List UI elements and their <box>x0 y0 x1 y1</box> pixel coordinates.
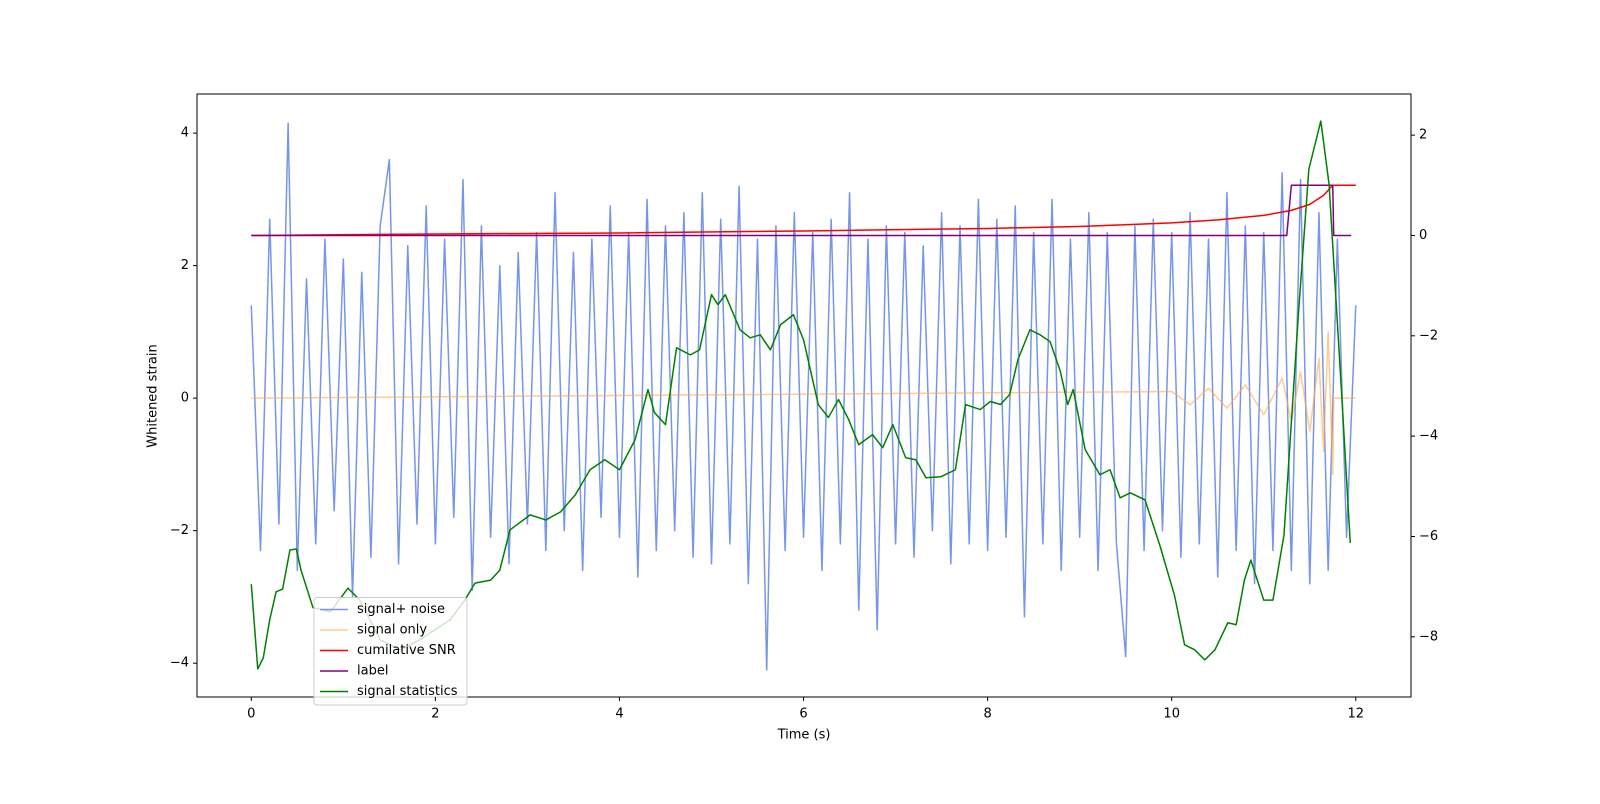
y-tick-label: −2 <box>170 523 189 538</box>
y2-tick-label: 2 <box>1419 128 1427 143</box>
y2-tick-label: −6 <box>1419 529 1438 544</box>
legend: signal+ noise signal only cumilative SNR la… <box>313 597 468 706</box>
x-tick-label: 10 <box>1163 707 1180 722</box>
y-axis-label: Whitened strain <box>146 344 161 447</box>
x-axis-label: Time (s) <box>777 728 831 743</box>
y-tick-label: −4 <box>170 656 189 671</box>
series-line <box>250 122 1357 671</box>
legend-box <box>313 597 468 706</box>
legend-label: signal statistics <box>357 684 458 699</box>
x-tick-label: 6 <box>799 707 807 722</box>
y-tick-label: 4 <box>181 126 189 141</box>
series-line <box>251 184 1356 237</box>
y2-tick-label: −8 <box>1419 629 1438 644</box>
y-tick-label: 0 <box>181 391 189 406</box>
x-tick-label: 12 <box>1348 707 1365 722</box>
plot-area <box>250 120 1357 671</box>
x-tick-label: 4 <box>615 707 623 722</box>
x-tick-label: 2 <box>431 707 439 722</box>
legend-label: signal only <box>357 623 427 638</box>
legend-label: signal+ noise <box>357 602 445 617</box>
legend-label: cumilative SNR <box>357 643 456 658</box>
y2-tick-label: 0 <box>1419 228 1427 243</box>
y2-tick-label: −2 <box>1419 328 1438 343</box>
y-tick-label: 2 <box>181 258 189 273</box>
y2-tick-label: −4 <box>1419 429 1438 444</box>
legend-label: label <box>357 664 388 679</box>
x-tick-label: 8 <box>983 707 991 722</box>
x-tick-label: 0 <box>247 707 255 722</box>
series-line <box>251 184 1352 237</box>
